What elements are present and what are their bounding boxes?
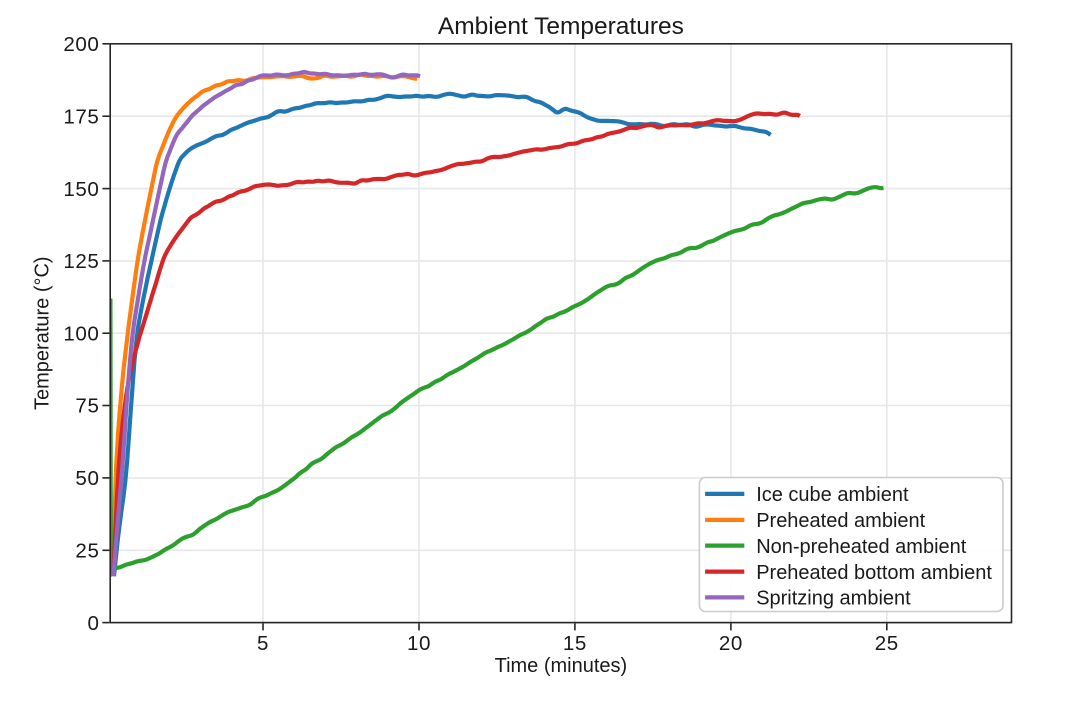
svg-text:10: 10	[407, 632, 431, 655]
svg-text:Spritzing ambient: Spritzing ambient	[756, 588, 911, 610]
svg-text:25: 25	[875, 632, 899, 655]
svg-text:0: 0	[87, 612, 99, 635]
svg-text:150: 150	[63, 178, 99, 201]
svg-text:Time (minutes): Time (minutes)	[495, 655, 628, 677]
svg-text:175: 175	[63, 105, 99, 128]
svg-text:200: 200	[63, 33, 99, 56]
svg-text:Preheated bottom ambient: Preheated bottom ambient	[756, 562, 992, 584]
svg-text:20: 20	[719, 632, 743, 655]
svg-text:25: 25	[75, 540, 99, 563]
svg-text:Temperature (°C): Temperature (°C)	[32, 256, 54, 410]
svg-text:15: 15	[563, 632, 587, 655]
svg-text:100: 100	[63, 322, 99, 345]
svg-text:Non-preheated ambient: Non-preheated ambient	[756, 536, 967, 558]
svg-text:Preheated ambient: Preheated ambient	[756, 510, 925, 532]
svg-text:50: 50	[75, 467, 99, 490]
svg-text:Ice cube ambient: Ice cube ambient	[756, 484, 909, 506]
svg-text:Ambient Temperatures: Ambient Temperatures	[438, 13, 684, 40]
svg-text:5: 5	[257, 632, 269, 655]
svg-text:75: 75	[75, 395, 99, 418]
svg-text:125: 125	[63, 250, 99, 273]
